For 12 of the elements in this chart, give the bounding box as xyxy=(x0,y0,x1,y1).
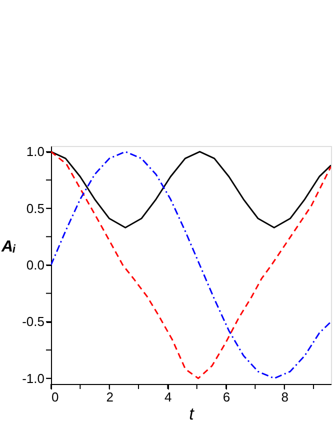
x-tick-label: 4 xyxy=(164,390,172,404)
y-tick-label: -1.0 xyxy=(22,370,44,386)
y-tick-label: -0.5 xyxy=(22,314,44,330)
y-axis-title: Aᵢ xyxy=(0,238,16,256)
y-tick-label: 0.0 xyxy=(26,258,44,272)
x-tick-label: 0 xyxy=(52,390,59,404)
y-tick-label: 1.0 xyxy=(26,144,44,160)
y-tick-label: 0.5 xyxy=(26,200,44,216)
x-tick-label: 2 xyxy=(106,390,114,404)
x-tick-label: 8 xyxy=(281,390,288,404)
x-axis-title: t xyxy=(189,404,196,424)
x-tick-label: 6 xyxy=(222,390,230,404)
